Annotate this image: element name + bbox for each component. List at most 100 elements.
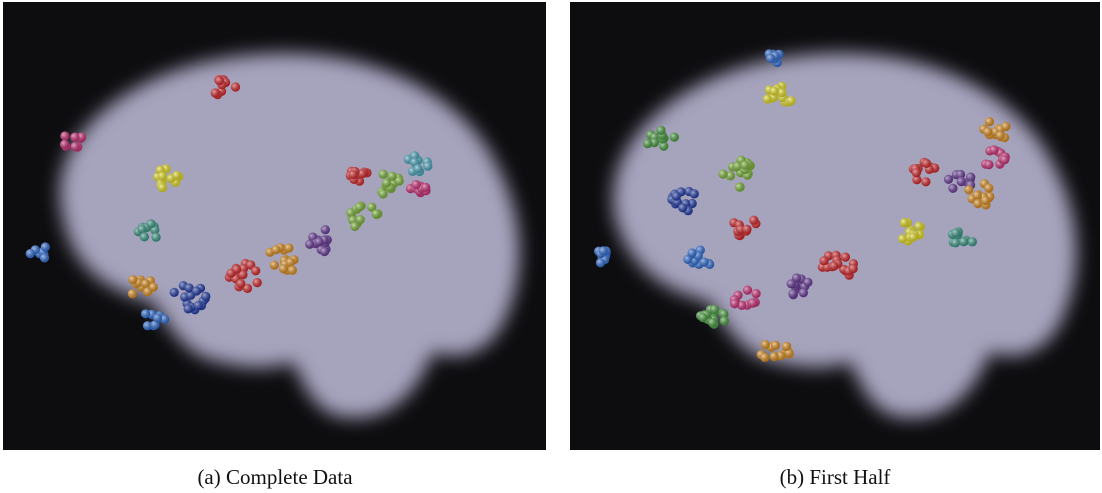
electrode-dot (172, 171, 181, 180)
electrode-dot (128, 275, 137, 284)
electrode-dot (70, 133, 79, 142)
panel-b: (b) First Half (570, 2, 1100, 489)
electrode-dot (272, 245, 281, 254)
electrode-dot (146, 219, 155, 228)
electrode-dot (742, 225, 751, 234)
electrode-dot (40, 253, 49, 262)
electrode-dot (719, 170, 728, 179)
electrode-dot (803, 278, 812, 287)
panel-a: (a) Complete Data (3, 2, 546, 489)
electrode-dot (743, 286, 752, 295)
electrode-dot (922, 159, 931, 168)
electrode-dot (60, 131, 69, 140)
electrode-dot (749, 216, 758, 225)
electrode-dot (412, 180, 421, 189)
electrode-dot (708, 318, 717, 327)
electrode-dot (596, 258, 605, 267)
electrode-dot (973, 191, 982, 200)
electrode-dot (966, 173, 975, 182)
electrode-dot (355, 202, 364, 211)
electrode-dot (688, 248, 697, 257)
electrode-dot (968, 237, 977, 246)
electrode-dot (158, 172, 167, 181)
electrode-dot (957, 177, 966, 186)
electrode-dot (770, 352, 779, 361)
caption: (a) Complete Data (197, 465, 353, 489)
electrode-dot (748, 298, 757, 307)
electrode-dot (279, 264, 288, 273)
electrode-dot (983, 127, 992, 136)
electrode-dot (288, 266, 297, 275)
electrode-dot (421, 183, 430, 192)
electrode-dot (787, 279, 796, 288)
electrode-dot (41, 242, 50, 251)
electrode-dot (761, 340, 770, 349)
electrode-dot (740, 161, 749, 170)
electrode-dot (1001, 122, 1010, 131)
electrode-dot (153, 313, 162, 322)
electrode-dot (752, 289, 761, 298)
electrode-dot (984, 184, 993, 193)
electrode-dot (788, 289, 797, 298)
electrode-dot (170, 288, 179, 297)
electrode-dot (720, 316, 729, 325)
electrode-dot (951, 238, 960, 247)
electrode-dot (656, 126, 665, 135)
electrode-dot (26, 249, 35, 258)
electrode-dot (763, 94, 772, 103)
electrode-dot (413, 164, 422, 173)
electrode-dot (211, 88, 220, 97)
electrode-dot (71, 142, 80, 151)
electrode-dot (770, 87, 779, 96)
electrode-dot (981, 196, 990, 205)
electrode-dot (951, 229, 960, 238)
electrode-dot (984, 160, 993, 169)
electrode-dot (215, 76, 224, 85)
electrode-dot (194, 301, 203, 310)
electrode-dot (909, 233, 918, 242)
electrode-dot (710, 305, 719, 314)
electrode-dot (349, 170, 358, 179)
electrode-dot (149, 283, 158, 292)
electrode-dot (914, 222, 923, 231)
electrode-dot (829, 261, 838, 270)
electrode-dot (284, 243, 293, 252)
electrode-dot (232, 265, 241, 274)
electrode-dot (672, 192, 681, 201)
electrode-dot (849, 264, 858, 273)
electrode-dot (379, 189, 388, 198)
electrode-dot (841, 253, 850, 262)
electrode-dot (959, 237, 968, 246)
electrode-dot (379, 170, 388, 179)
electrode-dot (60, 140, 69, 149)
electrode-dot (305, 240, 314, 249)
electrode-dot (771, 341, 780, 350)
electrode-dot (730, 299, 739, 308)
electrode-dot (201, 292, 210, 301)
electrode-dot (152, 233, 161, 242)
electrode-dot (253, 278, 262, 287)
electrode-dot (372, 209, 381, 218)
electrode-dot (782, 342, 791, 351)
electrode-dot (599, 246, 608, 255)
electrode-dot (184, 304, 193, 313)
electrode-dot (760, 353, 769, 362)
electrode-dot (996, 131, 1005, 140)
electrode-dot (820, 256, 829, 265)
electrode-dot (321, 225, 330, 234)
electrode-dot (787, 96, 796, 105)
figure: (a) Complete Data (b) First Half (0, 0, 1102, 493)
electrode-dot (236, 279, 245, 288)
electrode-dot (921, 177, 930, 186)
electrode-dot (989, 145, 998, 154)
electrode-dot (350, 222, 359, 231)
electrode-dot (948, 184, 957, 193)
electrode-dot (388, 172, 397, 181)
electrode-dot (985, 117, 994, 126)
electrode-dot (944, 175, 953, 184)
electrode-dot (698, 313, 707, 322)
electrode-dot (670, 133, 679, 142)
electrode-dot (912, 168, 921, 177)
electrode-dot (192, 286, 201, 295)
electrode-dot (678, 203, 687, 212)
